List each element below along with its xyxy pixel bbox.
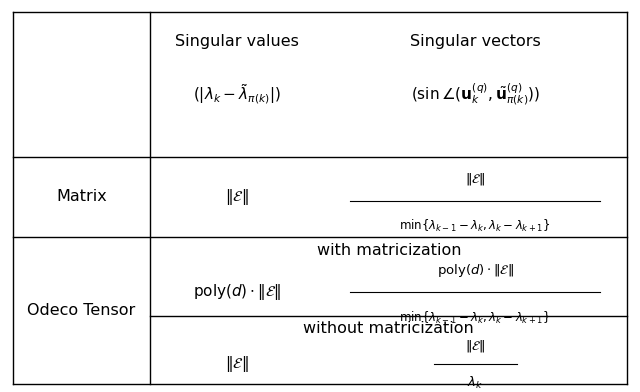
Text: without matricization: without matricization (303, 321, 474, 336)
Text: Singular vectors: Singular vectors (410, 34, 541, 49)
Text: Matrix: Matrix (56, 189, 107, 205)
Text: $(|\lambda_k - \tilde{\lambda}_{\pi(k)}|)$: $(|\lambda_k - \tilde{\lambda}_{\pi(k)}|… (193, 82, 281, 106)
Text: $\min\{\lambda_{k-1}-\lambda_k,\lambda_k-\lambda_{k+1}\}$: $\min\{\lambda_{k-1}-\lambda_k,\lambda_k… (399, 309, 551, 326)
Text: $\min\{\lambda_{k-1}-\lambda_k,\lambda_k-\lambda_{k+1}\}$: $\min\{\lambda_{k-1}-\lambda_k,\lambda_k… (399, 218, 551, 234)
Text: $\|\mathcal{E}\|$: $\|\mathcal{E}\|$ (465, 338, 486, 354)
Text: $\|\mathcal{E}\|$: $\|\mathcal{E}\|$ (225, 187, 249, 207)
Text: Odeco Tensor: Odeco Tensor (28, 303, 136, 318)
Text: $\mathrm{poly}(d)\cdot\|\mathcal{E}\|$: $\mathrm{poly}(d)\cdot\|\mathcal{E}\|$ (193, 282, 281, 302)
Text: Singular values: Singular values (175, 34, 299, 49)
Text: $\mathrm{poly}(d)\cdot\|\mathcal{E}\|$: $\mathrm{poly}(d)\cdot\|\mathcal{E}\|$ (436, 262, 514, 279)
Text: $\|\mathcal{E}\|$: $\|\mathcal{E}\|$ (465, 171, 486, 187)
Text: $\|\mathcal{E}\|$: $\|\mathcal{E}\|$ (225, 354, 249, 374)
Text: $\lambda_k$: $\lambda_k$ (467, 375, 483, 391)
Text: with matricization: with matricization (317, 243, 461, 258)
Text: $(\sin\angle(\mathbf{u}_k^{(q)}, \tilde{\mathbf{u}}_{\pi(k)}^{(q)}))$: $(\sin\angle(\mathbf{u}_k^{(q)}, \tilde{… (411, 81, 540, 107)
